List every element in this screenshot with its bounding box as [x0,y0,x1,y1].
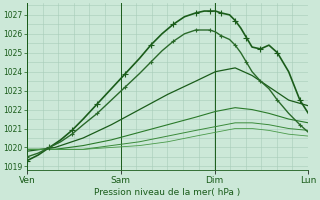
X-axis label: Pression niveau de la mer( hPa ): Pression niveau de la mer( hPa ) [94,188,241,197]
